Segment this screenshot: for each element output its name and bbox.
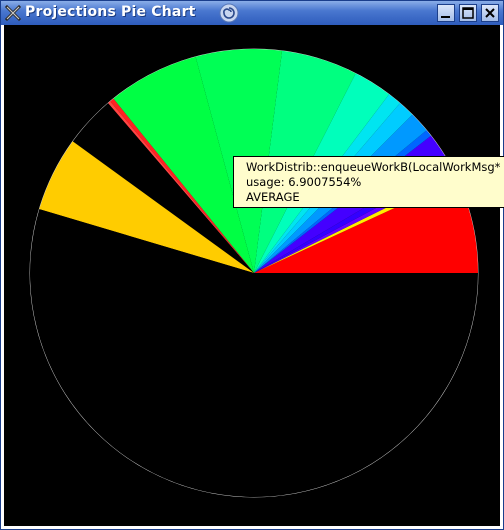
pie-slice-13[interactable] [110, 98, 254, 274]
pie-slice-17[interactable] [30, 209, 479, 498]
minimize-icon [441, 16, 450, 18]
pie-slice-15[interactable] [72, 103, 254, 273]
window-title: Projections Pie Chart [25, 4, 196, 20]
chart-panel: WorkDistrib::enqueueWorkB(LocalWorkMsg* … [2, 25, 504, 528]
pie-chart[interactable] [4, 25, 500, 526]
pie-slice-14[interactable] [107, 101, 255, 273]
close-button[interactable] [481, 4, 499, 22]
tooltip-function-name: WorkDistrib::enqueueWorkB(LocalWorkMsg* … [246, 160, 504, 174]
maximize-icon [462, 7, 474, 19]
title-bar[interactable]: Projections Pie Chart [1, 1, 503, 25]
close-icon [485, 8, 495, 18]
minimize-button[interactable] [437, 4, 455, 22]
pie-chart-canvas[interactable]: WorkDistrib::enqueueWorkB(LocalWorkMsg* … [4, 25, 504, 526]
x-window-icon[interactable] [4, 4, 22, 22]
tooltip-usage: usage: 6.9007554% [246, 175, 362, 189]
swirl-icon [219, 3, 239, 23]
pie-slice-12[interactable] [113, 56, 255, 273]
maximize-button[interactable] [459, 4, 477, 22]
slice-tooltip: WorkDistrib::enqueueWorkB(LocalWorkMsg* … [233, 156, 504, 208]
pie-slice-16[interactable] [39, 141, 254, 273]
tooltip-mode: AVERAGE [246, 190, 300, 204]
